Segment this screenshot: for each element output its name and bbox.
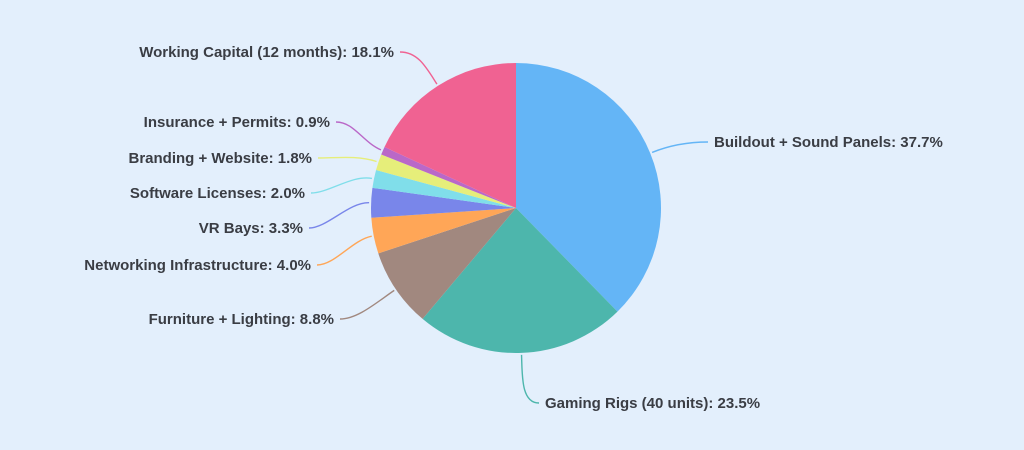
leader-line-software-licenses bbox=[310, 177, 373, 194]
slice-label-buildout-sound-panels: Buildout + Sound Panels: 37.7% bbox=[714, 134, 943, 151]
slice-label-furniture-lighting: Furniture + Lighting: 8.8% bbox=[149, 311, 334, 328]
leader-line-branding-website bbox=[317, 156, 377, 163]
pie-slice-gaming-rigs-40-units bbox=[422, 208, 618, 354]
leader-line-gaming-rigs-40-units bbox=[520, 354, 540, 404]
leader-line-vr-bays bbox=[308, 201, 370, 229]
pie-slice-working-capital-12-months bbox=[384, 63, 516, 208]
leader-line-furniture-lighting bbox=[339, 289, 395, 320]
pie-slice-insurance-permits bbox=[381, 146, 516, 208]
slices-layer bbox=[371, 63, 661, 354]
slice-label-gaming-rigs-40-units: Gaming Rigs (40 units): 23.5% bbox=[545, 395, 760, 412]
leader-line-buildout-sound-panels bbox=[651, 141, 709, 154]
pie-slice-networking-infrastructure bbox=[371, 208, 516, 254]
labels-layer: Buildout + Sound Panels: 37.7% Gaming Rig… bbox=[84, 44, 943, 412]
slice-label-branding-website: Branding + Website: 1.8% bbox=[128, 150, 312, 167]
slice-label-working-capital-12-months: Working Capital (12 months): 18.1% bbox=[139, 44, 394, 61]
leader-line-working-capital-12-months bbox=[399, 51, 438, 85]
pie-slice-vr-bays bbox=[371, 187, 516, 218]
slice-label-networking-infrastructure: Networking Infrastructure: 4.0% bbox=[84, 257, 311, 274]
slice-label-insurance-permits: Insurance + Permits: 0.9% bbox=[144, 114, 330, 131]
pie-slice-furniture-lighting bbox=[378, 208, 516, 319]
slice-label-software-licenses: Software Licenses: 2.0% bbox=[130, 185, 305, 202]
leader-lines-layer bbox=[308, 51, 709, 404]
pie-slice-buildout-sound-panels bbox=[516, 63, 661, 312]
leader-line-networking-infrastructure bbox=[316, 235, 372, 266]
pie-slice-software-licenses bbox=[372, 169, 516, 208]
leader-line-insurance-permits bbox=[335, 121, 382, 151]
slice-label-vr-bays: VR Bays: 3.3% bbox=[199, 220, 303, 237]
pie-slice-branding-website bbox=[376, 154, 516, 208]
